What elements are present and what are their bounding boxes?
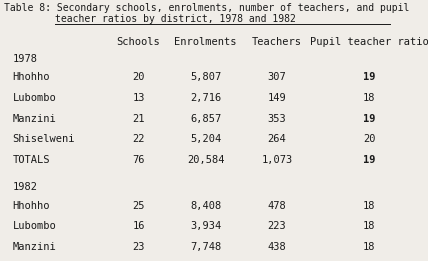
Text: 18: 18: [363, 221, 375, 231]
Text: Teachers: Teachers: [252, 37, 302, 47]
Text: 25: 25: [132, 201, 145, 211]
Text: Schools: Schools: [116, 37, 160, 47]
Text: teacher ratios by district, 1978 and 1982: teacher ratios by district, 1978 and 198…: [55, 14, 295, 24]
Text: 20,584: 20,584: [187, 155, 224, 165]
Text: 23: 23: [132, 242, 145, 252]
Text: 7,748: 7,748: [190, 242, 221, 252]
Text: 223: 223: [268, 221, 286, 231]
Text: 264: 264: [268, 134, 286, 144]
Text: 76: 76: [132, 155, 145, 165]
Text: 8,408: 8,408: [190, 201, 221, 211]
Text: 19: 19: [363, 114, 375, 124]
Text: 19: 19: [363, 72, 375, 82]
Text: 20: 20: [363, 134, 375, 144]
Text: 438: 438: [268, 242, 286, 252]
Text: 5,204: 5,204: [190, 134, 221, 144]
Text: Pupil teacher ratio: Pupil teacher ratio: [310, 37, 428, 47]
Text: Enrolments: Enrolments: [174, 37, 237, 47]
Text: TOTALS: TOTALS: [13, 155, 50, 165]
Text: 19: 19: [363, 155, 375, 165]
Text: 18: 18: [363, 201, 375, 211]
Text: Table 8: Secondary schools, enrolments, number of teachers, and pupil: Table 8: Secondary schools, enrolments, …: [4, 3, 410, 13]
Text: 478: 478: [268, 201, 286, 211]
Text: 21: 21: [132, 114, 145, 124]
Text: Hhohho: Hhohho: [13, 201, 50, 211]
Text: Manzini: Manzini: [13, 242, 56, 252]
Text: 20: 20: [132, 72, 145, 82]
Text: Lubombo: Lubombo: [13, 221, 56, 231]
Text: Lubombo: Lubombo: [13, 93, 56, 103]
Text: Hhohho: Hhohho: [13, 72, 50, 82]
Text: 149: 149: [268, 93, 286, 103]
Text: 16: 16: [132, 221, 145, 231]
Text: 18: 18: [363, 93, 375, 103]
Text: 1,073: 1,073: [261, 155, 293, 165]
Text: 3,934: 3,934: [190, 221, 221, 231]
Text: 1978: 1978: [13, 54, 38, 64]
Text: 6,857: 6,857: [190, 114, 221, 124]
Text: Manzini: Manzini: [13, 114, 56, 124]
Text: 22: 22: [132, 134, 145, 144]
Text: 18: 18: [363, 242, 375, 252]
Text: 353: 353: [268, 114, 286, 124]
Text: 5,807: 5,807: [190, 72, 221, 82]
Text: 2,716: 2,716: [190, 93, 221, 103]
Text: 1982: 1982: [13, 182, 38, 192]
Text: Shiselweni: Shiselweni: [13, 134, 75, 144]
Text: 307: 307: [268, 72, 286, 82]
Text: 13: 13: [132, 93, 145, 103]
